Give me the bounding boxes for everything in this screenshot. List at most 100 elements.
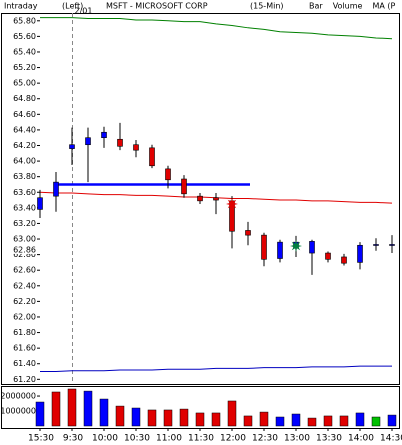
volume-bar xyxy=(131,407,141,427)
y-tick-label: 61.40 xyxy=(13,359,36,368)
y-tick-label: 62.80 xyxy=(13,250,36,259)
chart-title: MSFT - MICROSOFT CORP xyxy=(106,2,208,11)
candle-body xyxy=(261,234,267,260)
x-tick-label: 14:00 xyxy=(348,434,374,444)
x-tick-label: 9:30 xyxy=(63,434,83,444)
candle-body xyxy=(325,252,331,260)
volume-bar xyxy=(115,405,125,427)
candle-body xyxy=(197,195,203,202)
x-tick-label: 10:00 xyxy=(92,434,118,444)
y-tick-label: 62.20 xyxy=(13,297,36,306)
marker xyxy=(290,240,302,253)
volume-bar xyxy=(291,413,301,427)
volume-bar xyxy=(83,390,93,427)
y-tick-label: 65.60 xyxy=(13,32,36,41)
y-tick-label: 65.80 xyxy=(13,16,36,25)
last-price-label: 62.86 xyxy=(13,245,36,254)
volume-bar xyxy=(163,409,173,427)
y-tick-label: 64.60 xyxy=(13,110,36,119)
interval: (15-Min) xyxy=(250,2,284,11)
volume-bar xyxy=(179,408,189,427)
y-tick-label: 61.80 xyxy=(13,328,36,337)
day-break-label: 2/01 xyxy=(75,7,93,16)
volume-bar xyxy=(211,412,221,427)
price-panel xyxy=(1,13,400,385)
y-tick-label: 62.40 xyxy=(13,281,36,290)
legend-entry: MA (P xyxy=(372,2,395,11)
y-tick-label: 63.40 xyxy=(13,203,36,212)
candle-body xyxy=(117,138,123,147)
x-tick-label: 14:30 xyxy=(380,434,402,444)
x-tick-label: 12:00 xyxy=(220,434,246,444)
volume-bar xyxy=(243,415,253,427)
y-tick-label: 62.60 xyxy=(13,266,36,275)
y-tick-label: 64.40 xyxy=(13,125,36,134)
volume-tick-label: 2000000 xyxy=(0,392,36,401)
volume-bar xyxy=(227,400,237,427)
axis-note: (Left) xyxy=(62,2,83,11)
candle-body xyxy=(181,178,187,195)
candle-body xyxy=(213,197,219,201)
volume-bar xyxy=(275,416,285,427)
y-tick-label: 63.20 xyxy=(13,219,36,228)
candle-body xyxy=(149,147,155,167)
candle-body xyxy=(373,244,379,246)
candle-body xyxy=(389,244,395,246)
left-label: Intraday xyxy=(4,2,38,11)
volume-bar xyxy=(387,414,397,427)
y-tick-label: 62.00 xyxy=(13,312,36,321)
volume-bar xyxy=(51,391,61,427)
volume-bar xyxy=(323,415,333,427)
y-tick-label: 64.20 xyxy=(13,141,36,150)
x-tick-label: 11:00 xyxy=(156,434,182,444)
candle-body xyxy=(277,241,283,259)
x-tick-label: 13:30 xyxy=(316,434,342,444)
y-tick-label: 63.80 xyxy=(13,172,36,181)
candle-body xyxy=(37,197,43,210)
candle-body xyxy=(357,244,363,263)
y-tick-label: 64.00 xyxy=(13,157,36,166)
marker xyxy=(226,197,238,210)
candle-body xyxy=(165,168,171,181)
y-tick-label: 65.00 xyxy=(13,79,36,88)
volume-bar xyxy=(35,401,45,427)
candle-body xyxy=(69,144,75,149)
x-tick-label: 13:00 xyxy=(284,434,310,444)
volume-bar xyxy=(307,417,317,427)
candle-body xyxy=(133,144,139,151)
volume-tick-label: 1000000 xyxy=(0,407,36,416)
x-tick-label: 10:30 xyxy=(124,434,150,444)
x-tick-label: 11:30 xyxy=(188,434,214,444)
volume-bar xyxy=(67,388,77,427)
candle-body xyxy=(85,137,91,146)
y-tick-label: 63.60 xyxy=(13,188,36,197)
y-tick-label: 61.60 xyxy=(13,344,36,353)
legend-entry: Bar xyxy=(309,2,323,11)
last-price-box xyxy=(9,245,37,254)
y-tick-label: 63.00 xyxy=(13,235,36,244)
volume-bar xyxy=(147,409,157,427)
indicator-line xyxy=(40,365,392,373)
volume-bar xyxy=(259,411,269,427)
legend-entry: Volume xyxy=(333,2,363,11)
volume-bar xyxy=(99,398,109,427)
x-tick-label: 15:30 xyxy=(28,434,54,444)
candle-body xyxy=(53,181,59,197)
y-tick-label: 61.20 xyxy=(13,375,36,384)
candle-body xyxy=(245,230,251,236)
y-tick-label: 64.80 xyxy=(13,94,36,103)
volume-bar xyxy=(195,412,205,427)
volume-bar xyxy=(339,415,349,427)
candle-body xyxy=(341,256,347,264)
volume-bar xyxy=(355,412,365,427)
volume-bar xyxy=(371,416,381,427)
indicator-line xyxy=(40,17,393,40)
y-tick-label: 65.40 xyxy=(13,47,36,56)
candle-body xyxy=(101,131,107,139)
candle-body xyxy=(309,241,315,254)
x-tick-label: 12:30 xyxy=(252,434,278,444)
y-tick-label: 65.20 xyxy=(13,63,36,72)
